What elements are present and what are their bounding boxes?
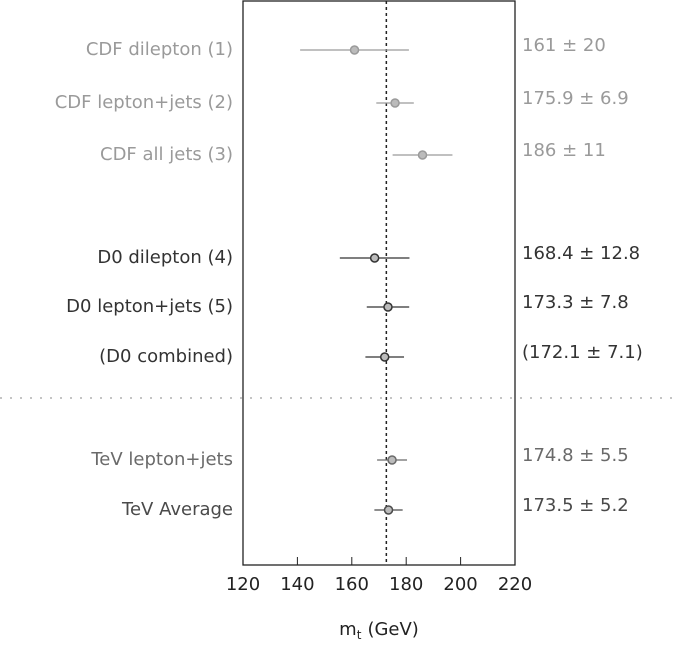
x-tick-label: 180: [389, 574, 423, 595]
value-label: 161 ± 20: [522, 35, 606, 56]
marker: [383, 505, 394, 515]
row-label: TeV Average: [121, 499, 233, 520]
x-tick-label: 200: [443, 574, 477, 595]
value-label: 173.3 ± 7.8: [522, 292, 629, 313]
row-label: TeV lepton+jets: [90, 449, 233, 470]
x-axis-label: mt (GeV): [339, 619, 419, 642]
value-label: 186 ± 11: [522, 140, 606, 161]
value-label: 168.4 ± 12.8: [522, 243, 640, 264]
row-label: CDF all jets (3): [100, 144, 233, 165]
value-label: (172.1 ± 7.1): [522, 342, 643, 363]
x-tick-label: 120: [226, 574, 260, 595]
marker: [390, 98, 400, 108]
x-label-subscript: t: [357, 628, 362, 642]
marker: [387, 455, 397, 465]
row-label: CDF dilepton (1): [86, 39, 233, 60]
value-label: 175.9 ± 6.9: [522, 88, 629, 109]
marker: [379, 352, 390, 362]
plot-frame: [242, 0, 516, 566]
x-label-unit: (GeV): [367, 619, 418, 640]
row-label: D0 lepton+jets (5): [66, 296, 233, 317]
x-tick-label: 220: [498, 574, 532, 595]
row-label: CDF lepton+jets (2): [55, 92, 233, 113]
x-label-base: m: [339, 619, 357, 640]
x-tick-label: 140: [280, 574, 314, 595]
marker: [417, 150, 428, 160]
row-label: D0 dilepton (4): [97, 247, 233, 268]
value-label: 173.5 ± 5.2: [522, 495, 629, 516]
row-label: (D0 combined): [99, 346, 233, 367]
marker: [369, 253, 380, 263]
marker: [349, 45, 360, 55]
x-tick-label: 160: [335, 574, 369, 595]
marker: [383, 302, 393, 312]
value-label: 174.8 ± 5.5: [522, 445, 629, 466]
